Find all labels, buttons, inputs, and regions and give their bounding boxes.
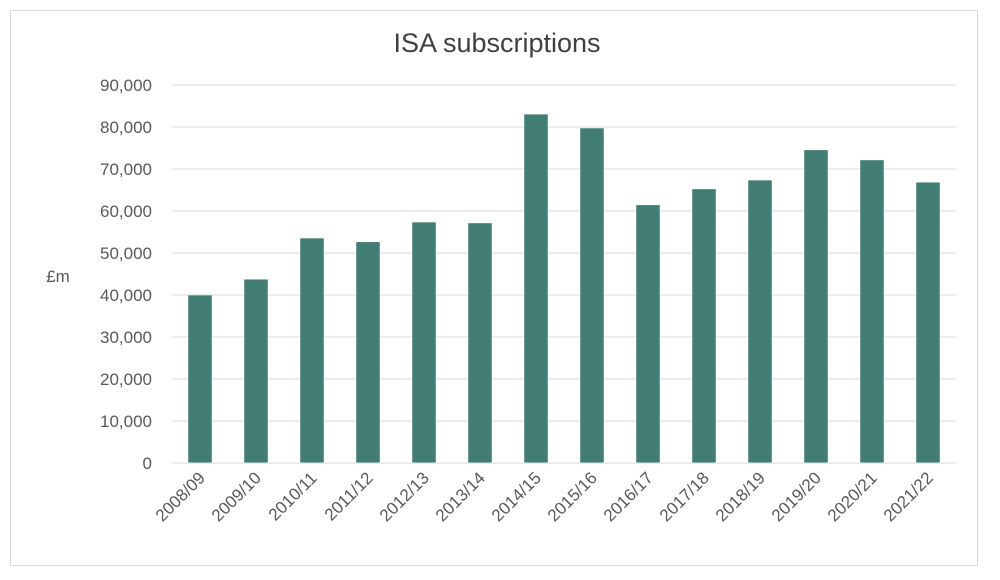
x-tick-label: 2008/09 xyxy=(152,468,209,525)
bar-2010-11 xyxy=(300,238,324,463)
bar-2017-18 xyxy=(692,189,716,463)
x-tick-label: 2010/11 xyxy=(265,468,321,524)
y-tick-label: 40,000 xyxy=(100,286,152,305)
x-tick-label: 2011/12 xyxy=(321,468,377,524)
x-tick-label: 2018/19 xyxy=(712,468,769,525)
bars xyxy=(188,114,940,464)
gridlines xyxy=(172,84,956,422)
y-tick-label: 30,000 xyxy=(100,328,152,347)
x-tick-label: 2016/17 xyxy=(600,468,657,525)
x-tick-label: 2020/21 xyxy=(824,468,881,525)
bar-2013-14 xyxy=(468,223,492,463)
bar-2016-17 xyxy=(636,205,660,463)
bar-2018-19 xyxy=(748,180,772,463)
bar-2021-22 xyxy=(916,182,940,463)
bar-2015-16 xyxy=(580,128,604,463)
bar-2009-10 xyxy=(244,279,268,463)
y-tick-label: 50,000 xyxy=(100,244,152,263)
y-tick-label: 60,000 xyxy=(100,202,152,221)
x-tick-label: 2019/20 xyxy=(768,468,825,525)
y-tick-label: 70,000 xyxy=(100,160,152,179)
y-tick-label: 10,000 xyxy=(100,412,152,431)
bar-2014-15 xyxy=(524,114,548,464)
bar-2012-13 xyxy=(412,222,436,463)
y-tick-label: 90,000 xyxy=(100,76,152,95)
x-tick-label: 2021/22 xyxy=(880,468,937,525)
x-tick-label: 2013/14 xyxy=(432,468,489,525)
x-tick-label: 2015/16 xyxy=(544,468,601,525)
x-tick-label: 2014/15 xyxy=(488,468,545,525)
x-tick-label: 2012/13 xyxy=(376,468,433,525)
bar-2008-09 xyxy=(188,295,212,463)
y-axis-ticks: 0 10,000 20,000 30,000 40,000 50,000 60,000 70,… xyxy=(100,76,152,473)
chart-title: ISA subscriptions xyxy=(393,28,600,58)
x-tick-label: 2017/18 xyxy=(656,468,713,525)
bar-2019-20 xyxy=(804,150,828,463)
bar-2020-21 xyxy=(860,160,884,463)
x-axis-ticks: 2008/09 2009/10 2010/11 2011/12 2012/13 2013/… xyxy=(152,468,937,525)
y-tick-label: 80,000 xyxy=(100,118,152,137)
bar-2011-12 xyxy=(356,242,380,463)
y-axis-title: £m xyxy=(46,267,70,286)
y-tick-label: 20,000 xyxy=(100,370,152,389)
y-tick-label: 0 xyxy=(143,454,152,473)
x-tick-label: 2009/10 xyxy=(208,468,265,525)
